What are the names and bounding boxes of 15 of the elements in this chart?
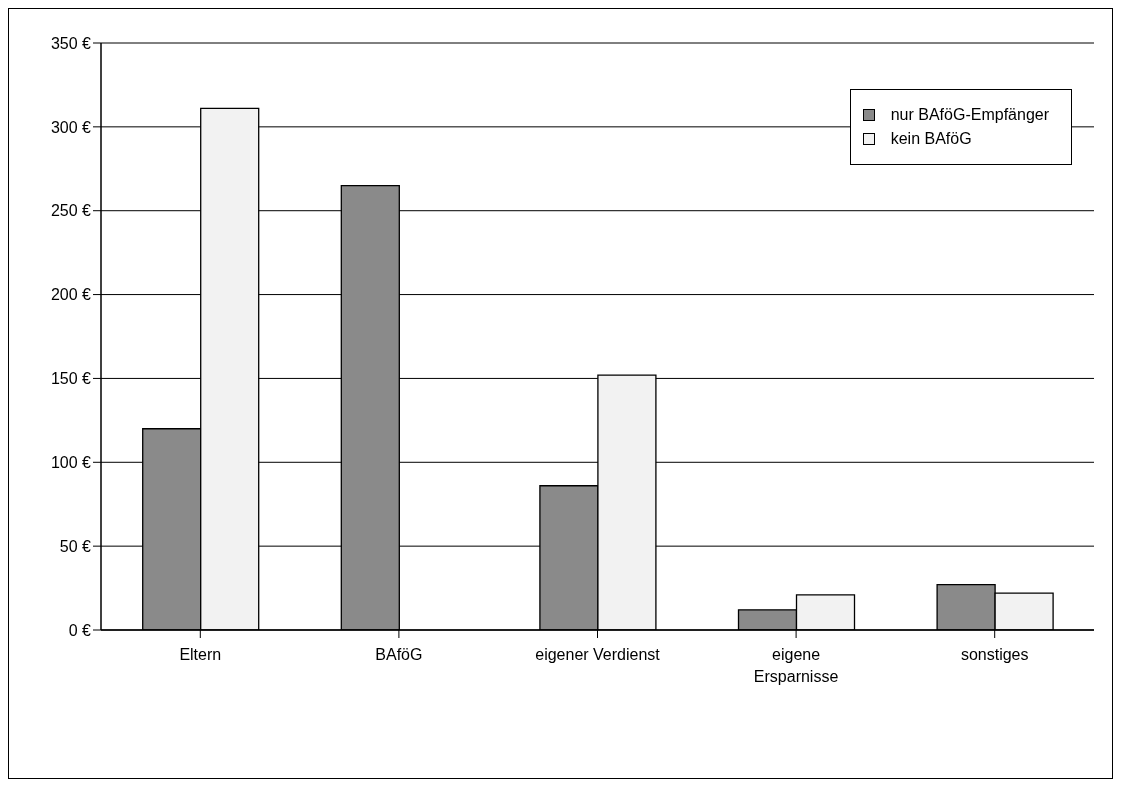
y-tick-label: 300 € bbox=[50, 118, 92, 136]
x-tick-label: eigener Verdienst bbox=[535, 646, 661, 663]
legend-label: kein BAföG bbox=[890, 130, 972, 148]
y-tick-label: 250 € bbox=[50, 202, 92, 220]
y-tick-label: 350 € bbox=[50, 34, 92, 52]
y-tick-label: 100 € bbox=[50, 453, 92, 471]
x-tick-label: sonstiges bbox=[960, 646, 1029, 663]
y-tick-label: 150 € bbox=[50, 370, 92, 388]
x-tick-label: Eltern bbox=[179, 646, 222, 663]
legend-label: nur BAföG-Empfänger bbox=[890, 106, 1049, 124]
y-tick-label: 0 € bbox=[68, 621, 92, 639]
x-tick-label: eigene Ersparnisse bbox=[753, 646, 839, 685]
x-tick-label: BAföG bbox=[375, 646, 423, 663]
y-tick-label: 50 € bbox=[59, 537, 92, 555]
y-tick-label: 200 € bbox=[50, 286, 92, 304]
